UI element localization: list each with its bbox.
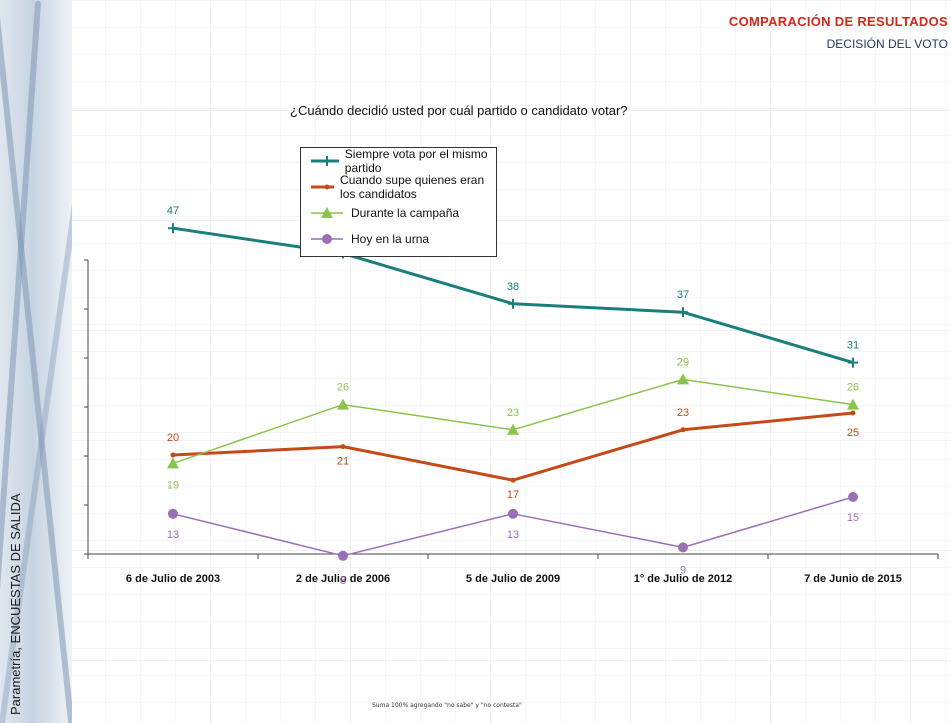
x-tick-label: 5 de Julio de 2009 <box>466 573 560 585</box>
data-point <box>847 398 859 410</box>
series-line-2 <box>172 411 854 482</box>
legend-item-series-4: Hoy en la urna <box>309 228 429 250</box>
data-point <box>678 542 688 553</box>
data-point <box>337 398 349 410</box>
data-point <box>508 508 518 519</box>
legend-item-series-2: Cuando supe quienes eran los candidatos <box>309 173 496 201</box>
data-point <box>850 410 856 416</box>
series-line-1 <box>172 226 854 365</box>
data-label: 26 <box>337 382 349 394</box>
data-label: 25 <box>847 427 859 439</box>
data-point <box>677 373 689 385</box>
header-subtitle: DECISIÓN DEL VOTO <box>826 37 948 51</box>
data-point <box>848 492 858 502</box>
data-label: 19 <box>167 479 179 491</box>
legend-swatch-circle-icon <box>311 234 343 244</box>
x-tick-label: 6 de Julio de 2003 <box>126 573 220 585</box>
data-label: 26 <box>847 382 859 394</box>
legend-label: Hoy en la urna <box>351 232 430 246</box>
data-label: 20 <box>167 432 179 444</box>
data-point <box>340 444 346 450</box>
data-label: 13 <box>167 529 179 541</box>
series-line-4 <box>172 496 854 557</box>
x-tick-label: 1° de Julio de 2012 <box>634 573 733 585</box>
legend-swatch-plus-icon <box>311 156 339 166</box>
data-label: 17 <box>507 489 519 501</box>
background-pattern <box>70 0 950 723</box>
data-point <box>168 508 178 519</box>
x-tick-label: 7 de Junio de 2015 <box>804 573 902 585</box>
data-label: 9 <box>680 564 686 576</box>
x-tick-label: 2 de Julio de 2006 <box>296 573 390 585</box>
data-label: 13 <box>507 529 519 541</box>
data-point <box>167 457 179 469</box>
legend-swatch-dot-icon <box>311 184 335 190</box>
data-label: 21 <box>337 456 349 468</box>
data-point <box>680 427 686 433</box>
data-label: 8 <box>340 575 346 587</box>
legend-item-series-1: Siempre vota por el mismo partido <box>309 147 496 175</box>
data-point <box>170 452 176 458</box>
data-label: 47 <box>167 205 179 217</box>
header-title: COMPARACIÓN DE RESULTADOS <box>728 14 948 29</box>
side-decoration <box>0 0 72 723</box>
data-label: 15 <box>847 512 859 524</box>
legend-label: Cuando supe quienes eran los candidatos <box>340 173 485 201</box>
data-label: 38 <box>507 281 519 293</box>
legend-label: Siempre vota por el mismo partido <box>344 147 488 175</box>
data-point <box>507 423 519 435</box>
legend-label: Durante la campaña <box>351 206 460 220</box>
legend-swatch-triangle-icon <box>311 207 343 218</box>
footnote: Suma 100% agregando "no sabe" y "no cont… <box>372 702 522 709</box>
data-label: 37 <box>677 289 689 301</box>
data-label: 29 <box>677 356 689 368</box>
data-point <box>338 550 348 561</box>
legend-item-series-3: Durante la campaña <box>309 202 459 224</box>
chart-title: ¿Cuándo decidió usted por cuál partido o… <box>290 103 628 118</box>
chart-legend: Siempre vota por el mismo partido Cuando… <box>300 147 497 257</box>
data-label: 23 <box>507 407 519 419</box>
data-label: 31 <box>847 340 859 352</box>
data-label: 23 <box>677 407 689 419</box>
data-point <box>510 477 516 483</box>
